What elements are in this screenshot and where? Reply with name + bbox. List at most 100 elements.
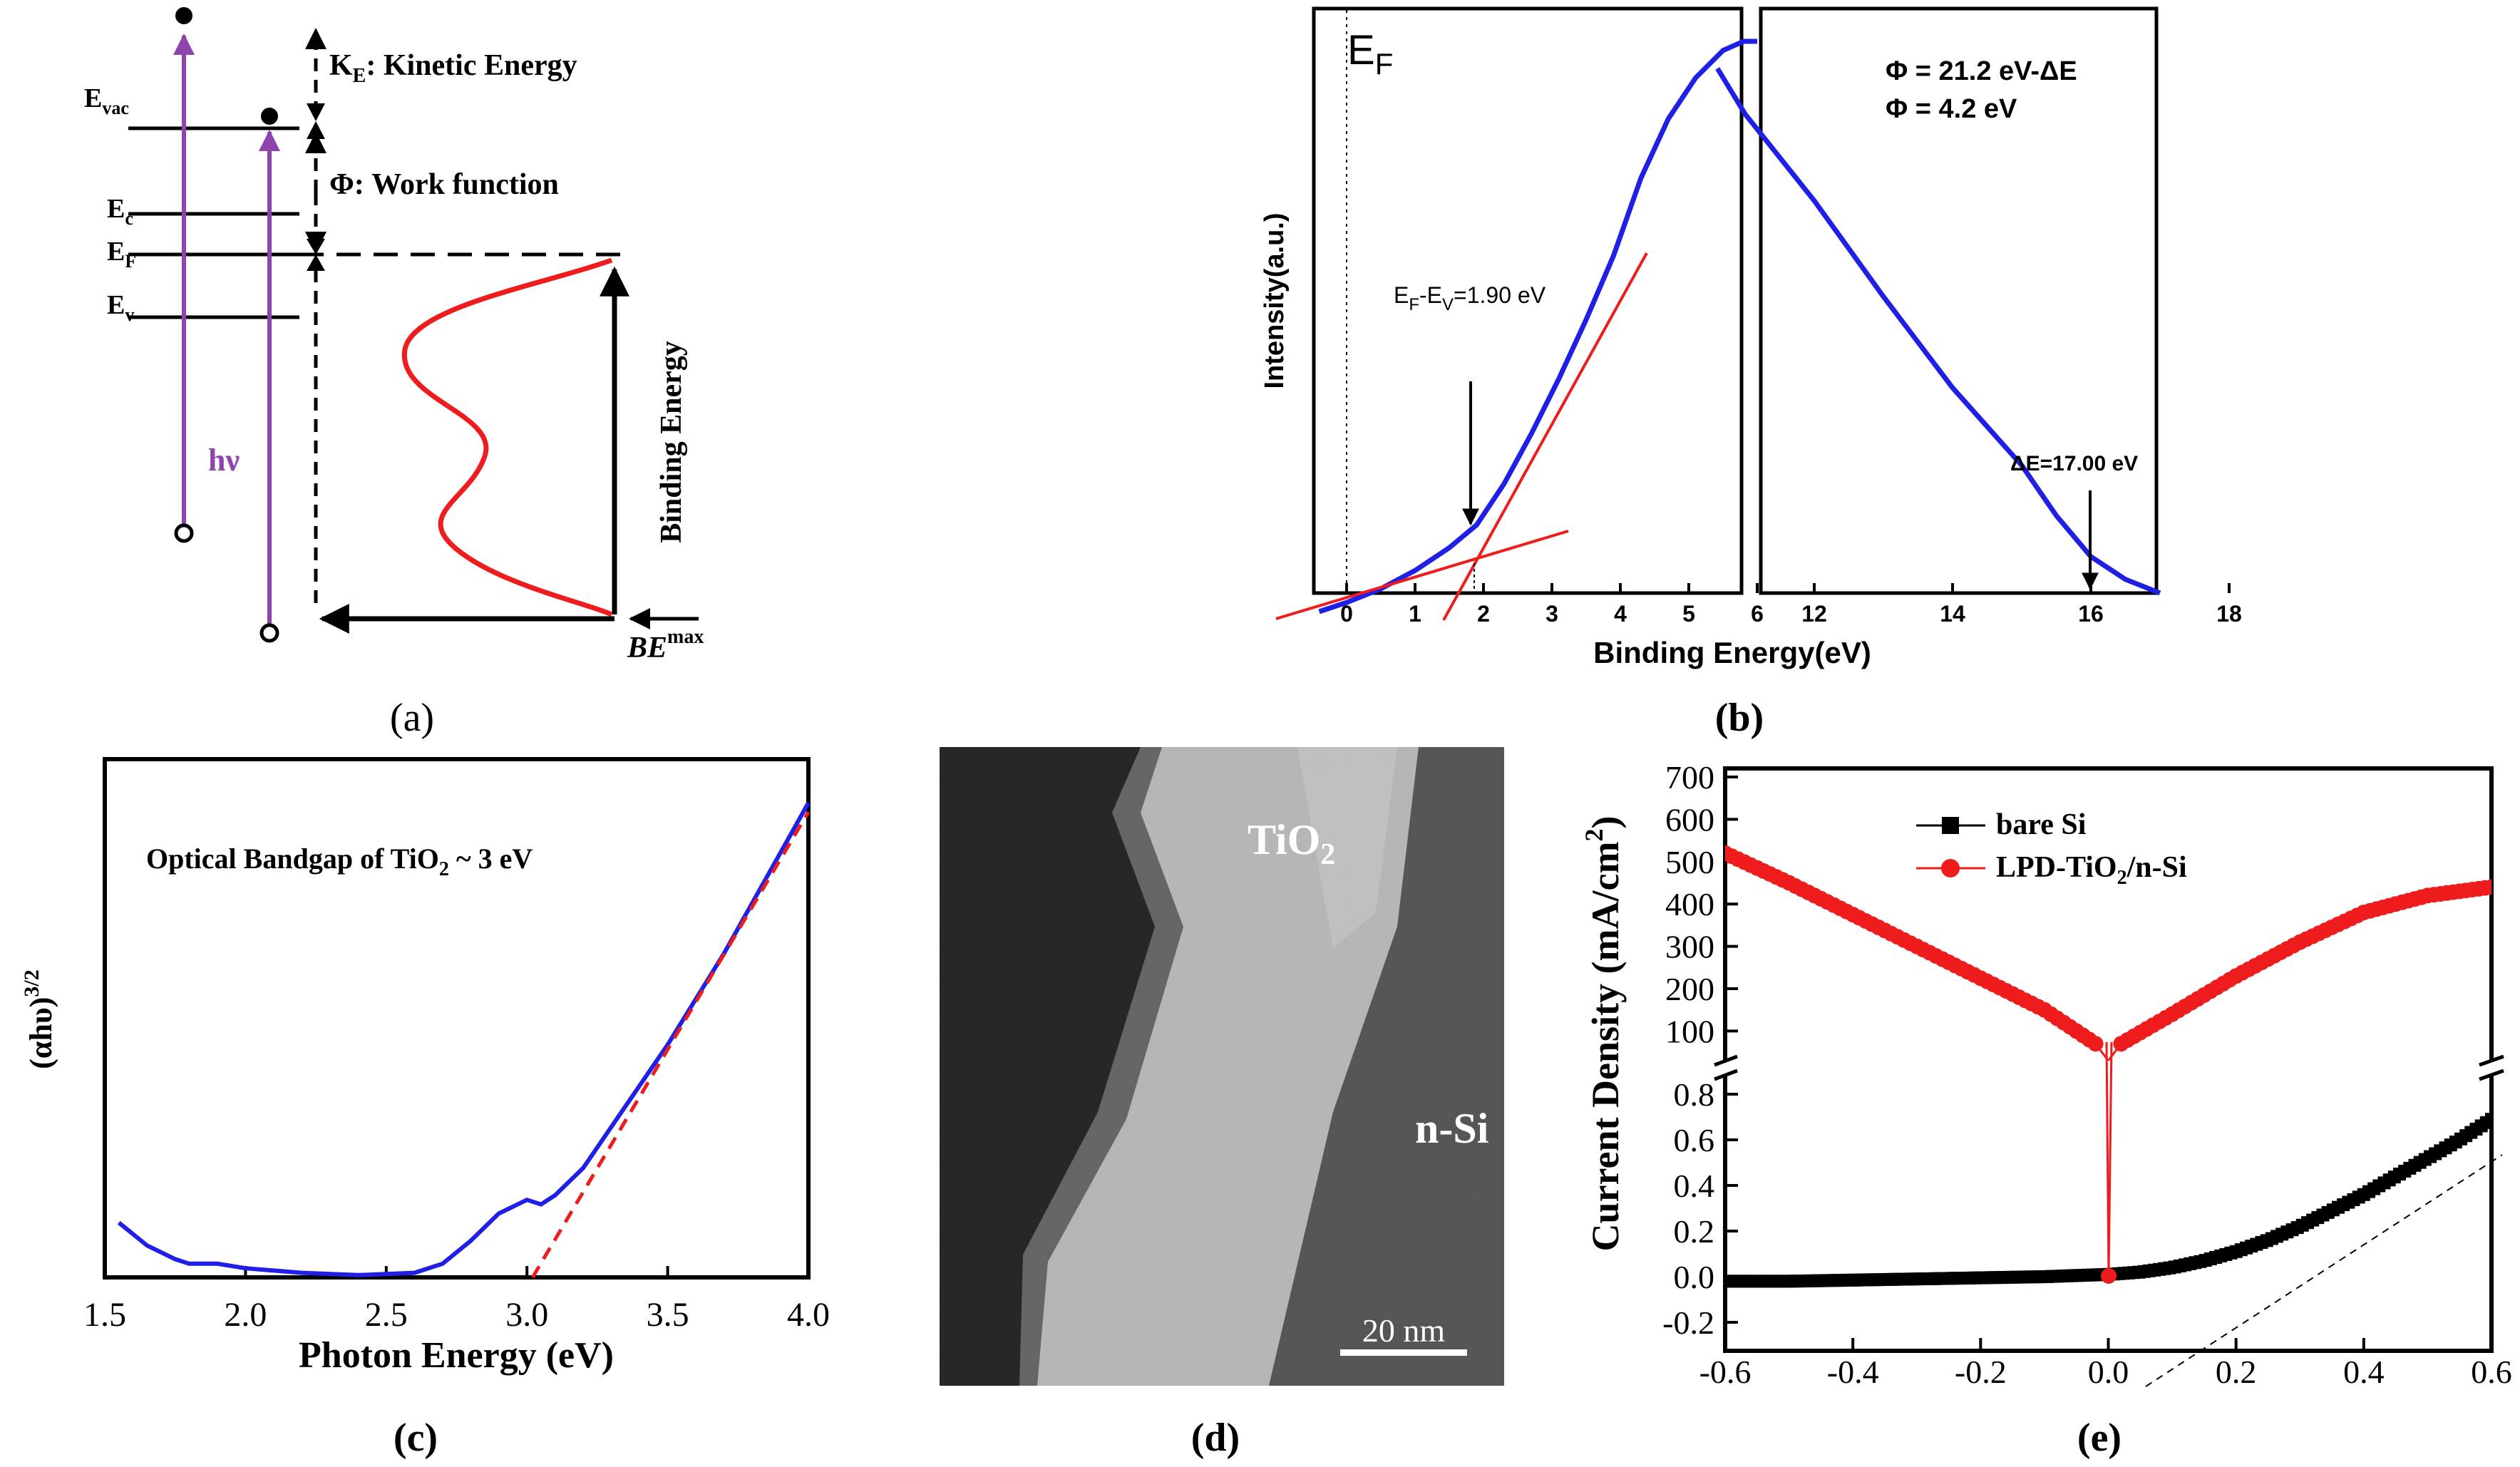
hourglass-evac — [307, 103, 325, 139]
e-ytick-label: 0.6 — [1674, 1122, 1715, 1158]
c-xtick-label: 3.5 — [647, 1296, 689, 1334]
e-tangent-dashed — [2145, 1154, 2503, 1387]
e-ytick-label: 0.2 — [1674, 1213, 1715, 1250]
b-xlabel: Binding Energy(eV) — [1593, 636, 1871, 669]
c-xtick-label: 3.0 — [505, 1296, 548, 1334]
legend-marker-bare-si — [1942, 817, 1959, 834]
b-right-xtick-label: 12 — [1801, 601, 1827, 627]
wf-label: Φ: Work function — [329, 168, 559, 201]
c-fit-line — [530, 810, 811, 1279]
b-right-xtick-label: 14 — [1940, 601, 1965, 627]
e-lpd-line — [1725, 852, 2491, 1061]
e-series-lpd — [1725, 845, 2491, 1061]
b-phi-value: Φ = 4.2 eV — [1886, 94, 2017, 124]
electron-initial-1 — [174, 523, 194, 543]
axis-break-right-2 — [2479, 1069, 2504, 1081]
tem-image — [940, 747, 1504, 1386]
plot-frame-b-right — [1759, 6, 2159, 595]
e-xtick-label: -0.4 — [1827, 1354, 1879, 1390]
panel-e: 700 600 500 400 300 200 100 0.8 0.6 0.4 0.2 0.0 -0.2… — [1580, 759, 2512, 1460]
e-ytick-label: 200 — [1665, 971, 1714, 1007]
e-ytick-label: 0.0 — [1674, 1259, 1715, 1295]
hv-label: hν — [208, 443, 240, 478]
e-lpd-point — [2087, 1036, 2104, 1052]
caption-c: (c) — [394, 1416, 438, 1460]
c-xtick-label: 2.0 — [224, 1296, 267, 1334]
e-xtick-label: -0.2 — [1955, 1354, 2007, 1390]
b-fit-line-baseline — [1275, 530, 1569, 620]
hourglass-ef — [307, 239, 325, 271]
c-xtick-label: 1.5 — [83, 1296, 126, 1334]
ec-label: Ec — [107, 194, 133, 229]
legend-marker-lpd — [1941, 859, 1960, 877]
ef-label-b: EF — [1347, 27, 1393, 81]
b-fit-line-edge — [1442, 252, 1648, 621]
e-xtick-label: 0.0 — [2088, 1354, 2129, 1390]
e-ytick-label: 100 — [1665, 1013, 1714, 1049]
b-left-xtick-label: 2 — [1477, 601, 1490, 627]
b-ylabel: Intensity(a.u.) — [1260, 212, 1290, 388]
e-ytick-label: -0.2 — [1662, 1304, 1714, 1341]
e-xtick-label: 0.4 — [2343, 1354, 2385, 1390]
e-xtick-label: 0.2 — [2216, 1354, 2257, 1390]
c-xlabel: Photon Energy (eV) — [299, 1335, 614, 1376]
b-left-xtick-label: 6 — [1751, 601, 1764, 627]
b-left-xtick-label: 1 — [1409, 601, 1421, 627]
plot-frame-c — [103, 757, 811, 1280]
b-phi-formula: Φ = 21.2 eV-ΔE — [1886, 56, 2077, 86]
e-ytick-label: 300 — [1665, 929, 1714, 965]
e-red-drop-2 — [2107, 1041, 2113, 1277]
e-series-bare-si — [1725, 1113, 2491, 1288]
d-tio2-label: TiO2 — [1248, 816, 1335, 871]
electron-emitted-2 — [261, 108, 278, 125]
b-right-xtick-label: 16 — [2078, 601, 2104, 627]
d-scalebar — [1340, 1349, 1467, 1356]
c-annotation: Optical Bandgap of TiO2 ~ 3 eV — [146, 843, 533, 880]
caption-e: (e) — [2077, 1416, 2122, 1460]
evac-label: Evac — [84, 83, 129, 118]
e-ytick-label: 600 — [1665, 801, 1714, 838]
legend-label-lpd: LPD-TiO2/n-Si — [1996, 851, 2187, 889]
e-xtick-label: 0.6 — [2471, 1354, 2512, 1390]
binding-energy-label: Binding Energy — [655, 341, 688, 543]
e-bare-si-point — [2485, 1113, 2491, 1126]
c-ylabel: (αhυ)3/2 — [20, 969, 58, 1069]
plot-frame-b-left — [1312, 6, 1744, 595]
d-nsi-label: n-Si — [1415, 1105, 1488, 1152]
b-left-xtick-label: 3 — [1546, 601, 1558, 627]
d-scalebar-label: 20 nm — [1362, 1312, 1446, 1349]
b-delta-e-label: ΔE=17.00 eV — [2010, 452, 2138, 475]
e-ytick-label: 400 — [1665, 886, 1714, 922]
e-lpd-point — [2484, 879, 2491, 895]
ef-label: EF — [107, 237, 136, 272]
e-xtick-label: -0.6 — [1699, 1354, 1752, 1390]
bemax-label: BEmax — [627, 626, 704, 664]
panel-c: 1.5 2.0 2.5 3.0 3.5 4.0 Optical Bandgap of Ti… — [20, 757, 830, 1460]
b-left-xtick-label: 5 — [1682, 601, 1695, 627]
c-xtick-label: 2.5 — [365, 1296, 408, 1334]
axis-break-left-2 — [1714, 1069, 1738, 1081]
b-right-xtick-label: 18 — [2216, 601, 2242, 627]
e-ytick-label: 500 — [1665, 844, 1714, 880]
caption-b: (b) — [1715, 696, 1764, 740]
electron-initial-2 — [259, 623, 279, 643]
c-xtick-label: 4.0 — [787, 1296, 830, 1334]
e-ylabel: Current Density (mA/cm2) — [1580, 816, 1627, 1252]
e-red-zero-point — [2101, 1268, 2117, 1284]
caption-a: (a) — [390, 696, 434, 740]
axis-break-right-1 — [2479, 1054, 2504, 1067]
panel-d: TiO2 n-Si 20 nm (d) — [940, 747, 1504, 1460]
legend-label-bare-si: bare Si — [1996, 808, 2087, 841]
b-right-ticks: 12 14 16 18 — [1801, 583, 2242, 627]
b-ef-ev-annotation: EF-EV=1.90 eV — [1394, 282, 1546, 314]
electron-emitted-1 — [175, 7, 192, 24]
dos-curve — [401, 257, 613, 617]
axis-break-gap — [1707, 1061, 2509, 1076]
caption-d: (d) — [1191, 1416, 1240, 1460]
b-left-ticks: 0 1 2 3 4 5 6 — [1340, 583, 1764, 627]
panel-a: Evac Ec EF Ev hν KE: Kinetic Energy Φ: W… — [84, 7, 704, 740]
e-ytick-label: 700 — [1665, 759, 1714, 796]
e-ticks: 700 600 500 400 300 200 100 0.8 0.6 0.4 0.2 0.0 -0.2… — [1662, 759, 2512, 1390]
